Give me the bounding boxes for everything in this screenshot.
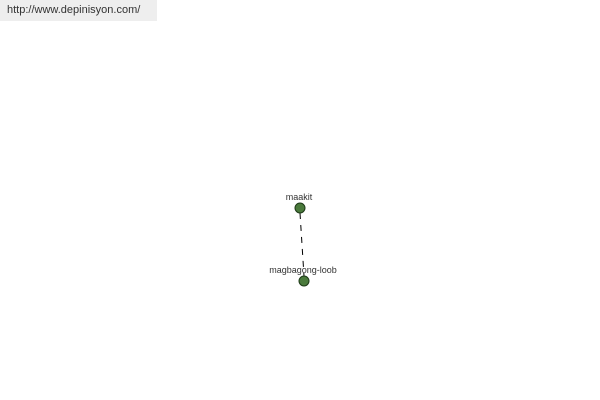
- node-label-magbagong-loob: magbagong-loob: [269, 265, 337, 275]
- node-maakit[interactable]: [294, 202, 306, 214]
- edge: [299, 212, 305, 277]
- node-label-maakit: maakit: [286, 192, 313, 202]
- node-magbagong-loob[interactable]: [298, 275, 310, 287]
- url-label[interactable]: http://www.depinisyon.com/: [0, 0, 157, 21]
